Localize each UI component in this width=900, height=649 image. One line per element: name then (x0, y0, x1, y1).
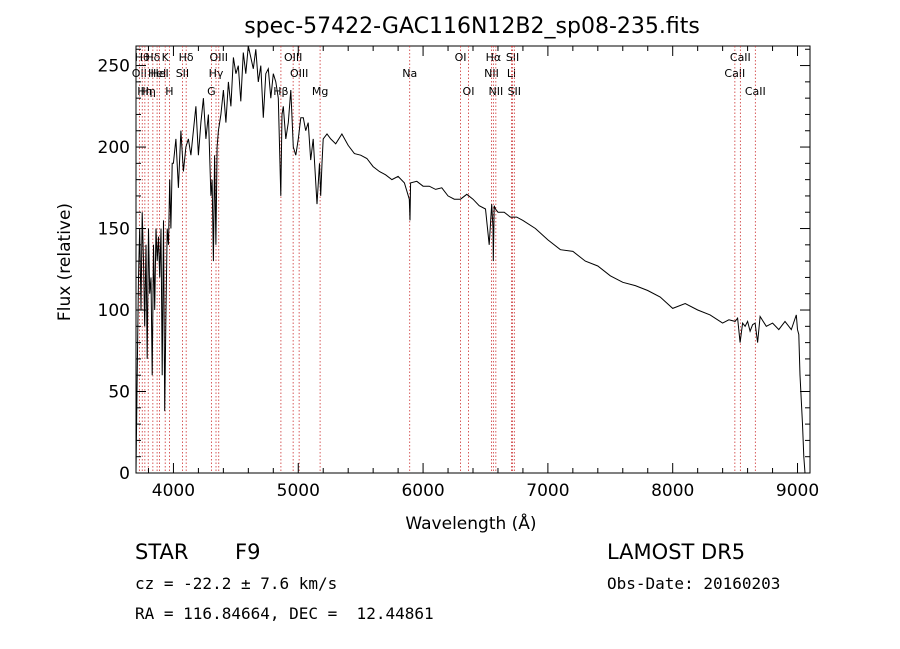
line-marker-label: Hθ (135, 51, 150, 64)
x-tick-label: 7000 (526, 481, 569, 501)
y-tick-label: 100 (98, 301, 130, 321)
spectral-line-markers: OIIHθHηHηHδHeIHeIKHSIIHδGHγOIIIHβOIIIOII… (132, 46, 766, 473)
spectrum-line (135, 45, 806, 474)
line-marker-label: SII (506, 51, 519, 64)
line-marker-label: OIII (290, 67, 308, 80)
y-tick-label: 250 (98, 57, 130, 77)
line-marker-label: SII (508, 85, 521, 98)
line-marker-label: Hδ (145, 51, 160, 64)
line-marker-label: CaII (745, 85, 766, 98)
object-class: STAR (135, 540, 189, 564)
plot-frame (135, 45, 811, 474)
x-tick-label: 4000 (152, 481, 195, 501)
redshift-velocity: cz = -22.2 ± 7.6 km/s (135, 574, 338, 593)
line-marker-label: NII (484, 67, 499, 80)
line-marker-label: K (162, 51, 170, 64)
line-marker-label: Hα (486, 51, 502, 64)
axis-ticks: 4000 5000 6000 7000 8000 9000 0 50 100 150 200 250 (98, 46, 819, 501)
y-tick-label: 50 (108, 383, 130, 403)
chart-title: spec-57422-GAC116N12B2_sp08-235.fits (244, 14, 700, 39)
line-marker-label: OIII (210, 51, 228, 64)
line-marker-label: Hη (141, 85, 156, 98)
line-marker-label: H (165, 85, 173, 98)
y-tick-label: 150 (98, 220, 130, 240)
line-marker-label: HeI (148, 67, 166, 80)
line-marker-label: SII (176, 67, 189, 80)
x-tick-label: 5000 (277, 481, 320, 501)
survey-name: LAMOST DR5 (607, 540, 746, 564)
line-marker-label: G (207, 85, 216, 98)
line-marker-label: HeI (150, 67, 168, 80)
line-marker-label: Hδ (179, 51, 194, 64)
object-subclass: F9 (235, 540, 261, 564)
y-tick-label: 200 (98, 138, 130, 158)
line-marker-label: OIII (284, 51, 302, 64)
line-marker-label: OII (132, 67, 147, 80)
line-marker-label: Hη (137, 85, 152, 98)
x-tick-label: 9000 (776, 481, 819, 501)
line-marker-label: CaII (724, 67, 745, 80)
line-marker-label: NII (488, 85, 503, 98)
x-tick-label: 6000 (401, 481, 444, 501)
y-axis-label: Flux (relative) (55, 203, 75, 321)
line-marker-label: OI (455, 51, 467, 64)
x-axis-label: Wavelength (Å) (405, 512, 536, 534)
line-marker-label: OI (463, 85, 475, 98)
line-marker-label: Hγ (209, 67, 224, 80)
line-marker-label: Li (507, 67, 516, 80)
x-tick-label: 8000 (651, 481, 694, 501)
line-marker-label: Na (402, 67, 417, 80)
line-marker-label: CaII (730, 51, 751, 64)
observation-date: Obs-Date: 20160203 (607, 574, 781, 593)
y-tick-label: 0 (119, 464, 130, 484)
line-marker-label: Mg (312, 85, 328, 98)
line-marker-label: Hβ (273, 85, 288, 98)
coordinates: RA = 116.84664, DEC = 12.44861 (135, 604, 434, 623)
